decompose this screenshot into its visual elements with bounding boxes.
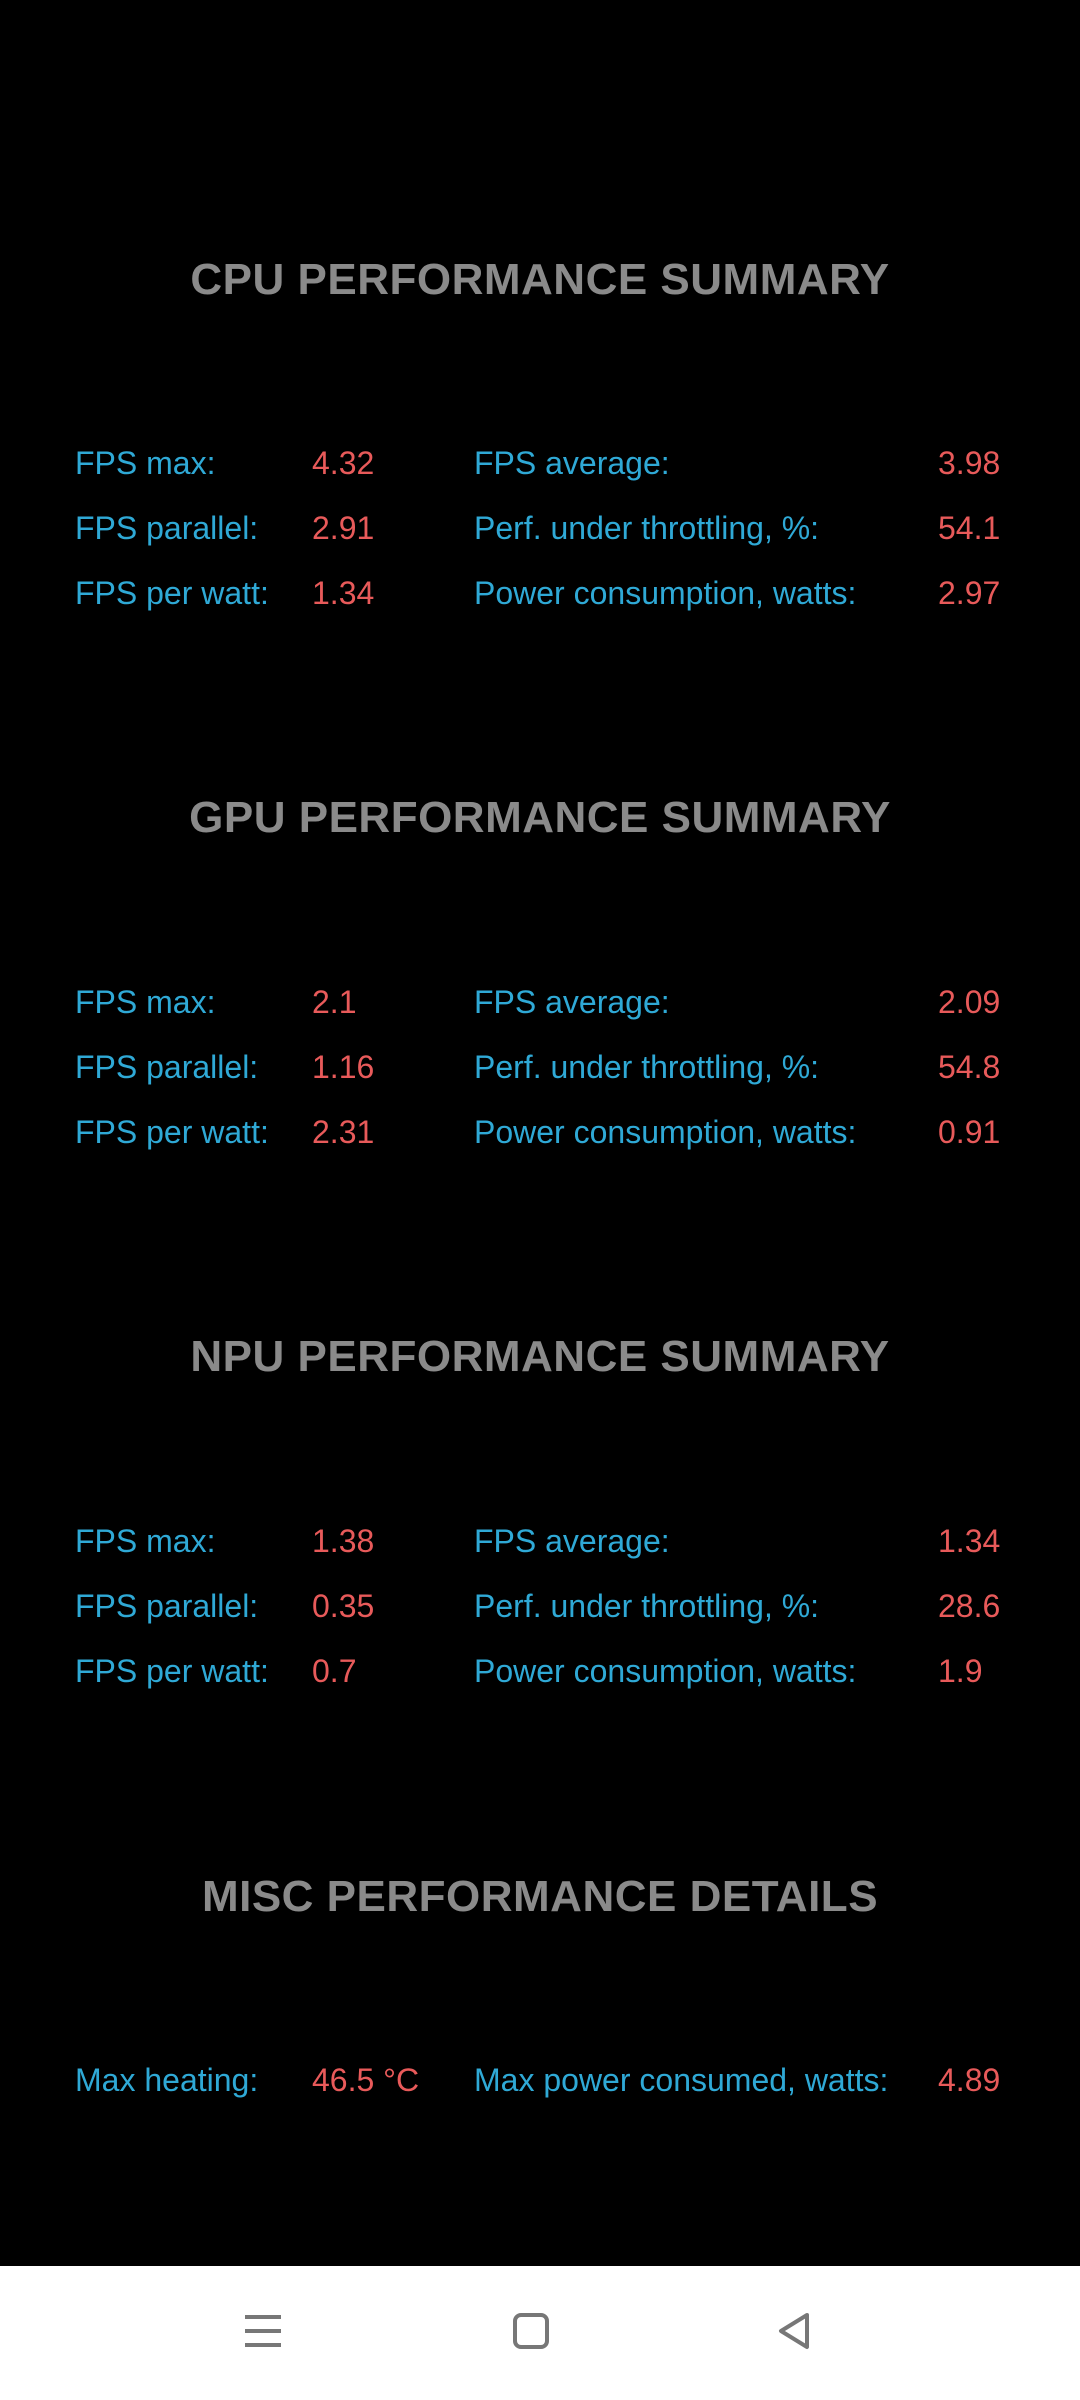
npu-throttling-value: 28.6 [938, 1588, 1001, 1624]
gpu-power-label: Power consumption, watts: [474, 1114, 857, 1150]
gpu-section-title: GPU PERFORMANCE SUMMARY [189, 793, 891, 842]
cpu-row-2: FPS parallel: 2.91 Perf. under throttlin… [0, 510, 1080, 560]
gpu-throttling-value: 54.8 [938, 1049, 1001, 1085]
npu-power-value: 1.9 [938, 1653, 983, 1689]
npu-fps-per-watt-label: FPS per watt: [75, 1653, 269, 1689]
max-heating-label: Max heating: [75, 2062, 259, 2098]
cpu-throttling-label: Perf. under throttling, %: [474, 510, 820, 546]
cpu-fps-max-label: FPS max: [75, 445, 216, 481]
gpu-row-1: FPS max: 2.1 FPS average: 2.09 [0, 984, 1080, 1034]
npu-fps-average-value: 1.34 [938, 1523, 1001, 1559]
npu-throttling-label: Perf. under throttling, %: [474, 1588, 820, 1624]
navigation-bar [0, 2266, 1080, 2400]
npu-fps-parallel-label: FPS parallel: [75, 1588, 259, 1624]
npu-row-2: FPS parallel: 0.35 Perf. under throttlin… [0, 1588, 1080, 1638]
max-power-label: Max power consumed, watts: [474, 2062, 889, 2098]
max-power-value: 4.89 [938, 2062, 1001, 2098]
cpu-fps-parallel-label: FPS parallel: [75, 510, 259, 546]
npu-power-label: Power consumption, watts: [474, 1653, 857, 1689]
npu-row-3: FPS per watt: 0.7 Power consumption, wat… [0, 1653, 1080, 1703]
gpu-power-value: 0.91 [938, 1114, 1001, 1150]
gpu-fps-per-watt-label: FPS per watt: [75, 1114, 269, 1150]
back-triangle-icon[interactable] [760, 2296, 830, 2366]
max-heating-value: 46.5 °C [312, 2062, 420, 2098]
npu-fps-max-label: FPS max: [75, 1523, 216, 1559]
npu-fps-average-label: FPS average: [474, 1523, 670, 1559]
cpu-throttling-value: 54.1 [938, 510, 1001, 546]
cpu-section-title: CPU PERFORMANCE SUMMARY [190, 255, 890, 304]
gpu-fps-average-value: 2.09 [938, 984, 1001, 1020]
cpu-row-3: FPS per watt: 1.34 Power consumption, wa… [0, 575, 1080, 625]
cpu-fps-max-value: 4.32 [312, 445, 375, 481]
cpu-fps-parallel-value: 2.91 [312, 510, 375, 546]
gpu-fps-per-watt-value: 2.31 [312, 1114, 375, 1150]
gpu-fps-parallel-value: 1.16 [312, 1049, 375, 1085]
menu-icon[interactable] [228, 2296, 298, 2366]
gpu-fps-parallel-label: FPS parallel: [75, 1049, 259, 1085]
npu-fps-per-watt-value: 0.7 [312, 1653, 357, 1689]
cpu-fps-per-watt-label: FPS per watt: [75, 575, 269, 611]
gpu-fps-max-value: 2.1 [312, 984, 357, 1020]
misc-section-title: MISC PERFORMANCE DETAILS [201, 1872, 879, 1921]
npu-row-1: FPS max: 1.38 FPS average: 1.34 [0, 1523, 1080, 1573]
cpu-fps-average-value: 3.98 [938, 445, 1001, 481]
gpu-fps-max-label: FPS max: [75, 984, 216, 1020]
gpu-row-3: FPS per watt: 2.31 Power consumption, wa… [0, 1114, 1080, 1164]
cpu-fps-average-label: FPS average: [474, 445, 670, 481]
cpu-power-label: Power consumption, watts: [474, 575, 857, 611]
npu-fps-parallel-value: 0.35 [312, 1588, 375, 1624]
gpu-throttling-label: Perf. under throttling, %: [474, 1049, 820, 1085]
npu-section-title: NPU PERFORMANCE SUMMARY [190, 1332, 890, 1381]
gpu-fps-average-label: FPS average: [474, 984, 670, 1020]
gpu-row-2: FPS parallel: 1.16 Perf. under throttlin… [0, 1049, 1080, 1099]
cpu-power-value: 2.97 [938, 575, 1001, 611]
cpu-row-1: FPS max: 4.32 FPS average: 3.98 [0, 445, 1080, 495]
npu-fps-max-value: 1.38 [312, 1523, 375, 1559]
home-square-icon[interactable] [496, 2296, 566, 2366]
cpu-fps-per-watt-value: 1.34 [312, 575, 375, 611]
misc-row-1: Max heating: 46.5 °C Max power consumed,… [0, 2062, 1080, 2112]
